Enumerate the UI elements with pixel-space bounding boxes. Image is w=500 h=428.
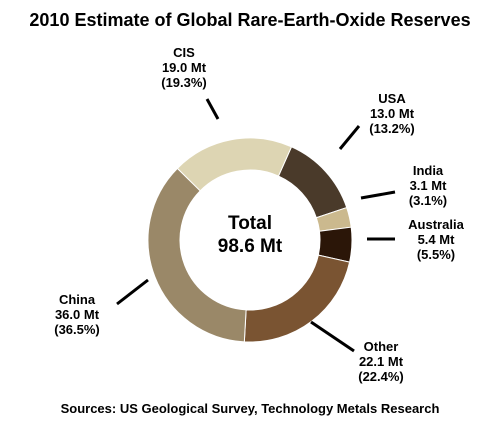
chart-source: Sources: US Geological Survey, Technolog…	[61, 401, 440, 416]
slice-label-usa-percent: (13.2%)	[369, 121, 415, 136]
slice-cis	[176, 137, 293, 192]
leader-lines	[116, 98, 396, 353]
slice-label-usa-name: USA	[378, 91, 406, 106]
leader-line-china	[116, 278, 149, 306]
slice-label-australia-percent: (5.5%)	[417, 247, 455, 262]
slice-label-cis-percent: (19.3%)	[161, 75, 207, 90]
leader-line-cis	[205, 98, 220, 120]
slice-label-cis-value: 19.0 Mt	[162, 60, 207, 75]
leader-line-india	[360, 190, 396, 200]
slice-label-india-percent: (3.1%)	[409, 193, 447, 208]
slice-label-usa-value: 13.0 Mt	[370, 106, 415, 121]
leader-line-usa	[338, 125, 361, 150]
donut-slices	[147, 137, 353, 343]
slice-label-other-name: Other	[364, 339, 399, 354]
center-total-label: Total	[228, 213, 272, 234]
slice-label-china-name: China	[59, 292, 96, 307]
slice-label-china-value: 36.0 Mt	[55, 307, 100, 322]
slice-label-other-value: 22.1 Mt	[359, 354, 404, 369]
chart-title: 2010 Estimate of Global Rare-Earth-Oxide…	[29, 10, 470, 30]
slice-label-other-percent: (22.4%)	[358, 369, 404, 384]
leader-line-other	[310, 320, 355, 353]
slice-label-australia-name: Australia	[408, 217, 464, 232]
slice-label-china-percent: (36.5%)	[54, 322, 100, 337]
slice-other	[243, 254, 351, 343]
slice-label-india-name: India	[413, 163, 444, 178]
center-total-value: 98.6 Mt	[218, 236, 283, 257]
slice-usa	[277, 146, 348, 219]
slice-label-cis-name: CIS	[173, 45, 195, 60]
slice-label-australia-value: 5.4 Mt	[418, 232, 456, 247]
slice-label-india-value: 3.1 Mt	[410, 178, 448, 193]
